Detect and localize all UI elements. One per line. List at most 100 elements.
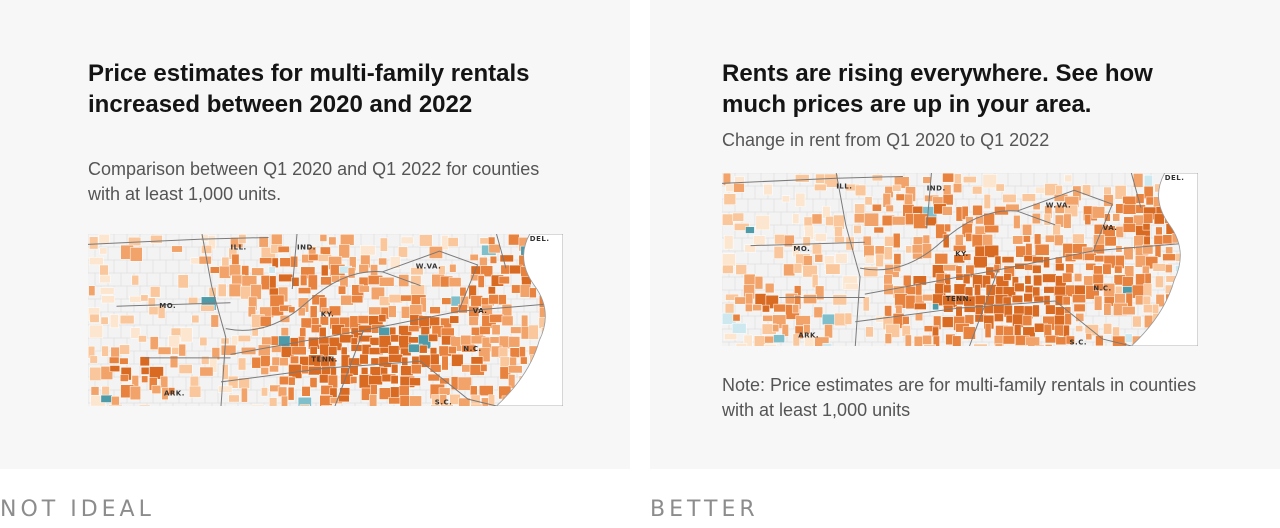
county-shape: [1092, 273, 1104, 285]
county-shape: [1033, 274, 1043, 287]
county-shape: [269, 365, 279, 373]
county-shape: [1055, 263, 1065, 272]
county-shape: [724, 333, 738, 341]
county-shape: [1065, 335, 1075, 345]
county-shape: [723, 235, 734, 250]
county-shape: [251, 327, 259, 337]
county-shape: [291, 277, 300, 287]
county-shape: [953, 283, 967, 295]
state-label: DEL.: [530, 235, 550, 243]
county-shape: [763, 183, 773, 196]
county-shape: [921, 243, 932, 259]
county-shape: [1034, 345, 1045, 346]
county-shape: [962, 326, 976, 340]
county-shape: [360, 245, 376, 256]
county-shape: [1112, 213, 1121, 222]
county-shape: [157, 346, 172, 355]
county-shape: [1094, 295, 1103, 311]
county-shape: [331, 274, 341, 283]
state-label: N.C.: [1093, 285, 1111, 293]
county-shape: [1155, 226, 1163, 236]
state-border: [88, 236, 269, 245]
county-shape: [488, 244, 501, 254]
county-shape: [340, 234, 355, 246]
state-border: [291, 234, 298, 290]
county-shape: [400, 294, 413, 302]
county-shape: [287, 386, 295, 401]
county-shape: [1045, 304, 1056, 315]
county-shape: [802, 236, 811, 247]
county-shape: [924, 216, 937, 226]
county-shape: [477, 275, 485, 288]
county-shape: [108, 404, 123, 406]
county-shape: [795, 315, 811, 326]
county-shape: [983, 194, 991, 209]
county-shape: [1122, 276, 1134, 287]
county-shape: [429, 316, 440, 327]
county-shape: [994, 313, 1004, 322]
county-shape: [972, 204, 983, 216]
county-shape: [982, 174, 998, 189]
county-shape: [409, 377, 421, 386]
county-shape: [269, 397, 278, 406]
county-shape: [1095, 335, 1104, 346]
state-border: [420, 360, 497, 406]
county-shape: [835, 253, 848, 264]
county-shape: [141, 375, 149, 383]
county-shape: [228, 394, 240, 403]
county-shape: [100, 394, 113, 403]
county-shape: [862, 296, 870, 312]
county-shape: [943, 284, 952, 294]
county-shape: [468, 316, 479, 326]
county-shape: [722, 213, 734, 226]
county-shape: [734, 296, 747, 305]
county-shape: [358, 264, 369, 274]
county-shape: [238, 234, 247, 244]
county-shape: [802, 265, 818, 278]
county-shape: [1043, 213, 1052, 226]
county-shape: [745, 303, 753, 312]
county-shape: [773, 334, 785, 343]
county-shape: [251, 267, 265, 276]
county-shape: [722, 253, 736, 267]
county-shape: [260, 355, 271, 367]
state-border: [201, 234, 227, 406]
county-shape: [872, 203, 882, 212]
county-shape: [792, 213, 800, 225]
county-shape: [319, 316, 329, 326]
county-shape: [198, 255, 212, 265]
county-shape: [89, 313, 100, 323]
right-choropleth-svg: ILL. IND. DEL. W.VA. MO. VA. KY. TENN. N.C. ARK. S…: [722, 173, 1198, 346]
county-shape: [1062, 272, 1073, 283]
county-shape: [227, 375, 239, 389]
county-shape: [447, 237, 459, 247]
county-shape: [824, 324, 833, 339]
county-shape: [388, 305, 397, 318]
county-shape: [487, 286, 496, 295]
county-shape: [469, 253, 479, 261]
better-panel: Rents are rising everywhere. See how muc…: [650, 0, 1280, 469]
county-shape: [297, 307, 306, 317]
county-shape: [180, 327, 193, 343]
county-shape: [509, 264, 523, 275]
state-label: S.C.: [435, 398, 453, 406]
state-border: [864, 241, 1198, 295]
county-shape: [1011, 294, 1024, 303]
county-shape: [803, 294, 817, 304]
county-shape: [360, 367, 369, 375]
county-shape: [844, 312, 853, 325]
county-shape: [521, 314, 529, 328]
county-shape: [1003, 273, 1012, 281]
county-shape: [1165, 246, 1174, 254]
county-shape: [489, 314, 504, 323]
county-shape: [995, 286, 1004, 296]
county-shape: [753, 335, 766, 346]
county-shape: [863, 266, 879, 278]
county-shape: [140, 366, 150, 375]
county-shape: [457, 376, 472, 391]
county-shape: [783, 234, 795, 248]
county-shape: [824, 173, 839, 188]
county-shape: [905, 245, 913, 254]
county-shape: [260, 367, 269, 375]
state-border: [382, 250, 479, 312]
